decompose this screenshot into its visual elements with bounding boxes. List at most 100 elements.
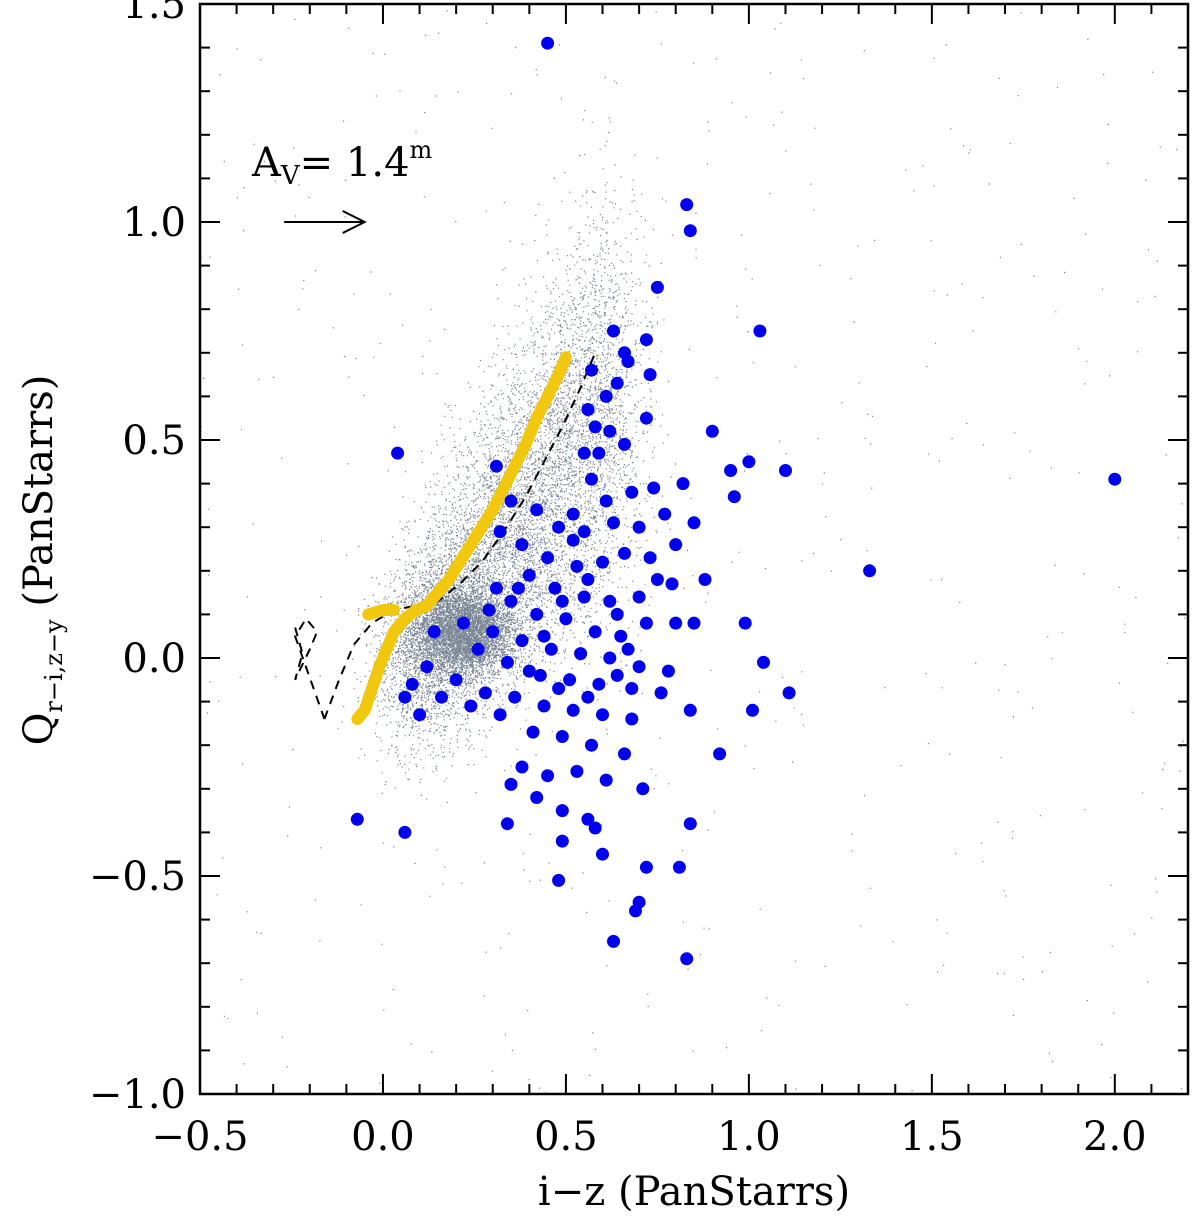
candidate-point [552, 682, 566, 695]
candidate-point [650, 573, 664, 586]
candidate-point [592, 446, 606, 460]
annotation-sup: m [410, 136, 433, 164]
candidate-point [618, 747, 631, 761]
candidate-point [504, 777, 518, 791]
candidate-point [577, 590, 591, 604]
candidate-point [588, 420, 602, 434]
candidate-point [457, 616, 470, 630]
y-tick-label: 0.0 [122, 636, 186, 682]
candidate-point [643, 368, 657, 382]
candidate-point [607, 516, 620, 530]
candidate-point [574, 647, 588, 661]
candidate-point [482, 603, 496, 617]
candidate-point [537, 699, 551, 713]
x-axis: −0.5 0.0 0.5 1.0 1.5 2.0 [151, 4, 1189, 1160]
candidate-point [570, 764, 584, 778]
candidate-point [753, 324, 767, 338]
candidate-points [350, 36, 1122, 966]
y-axis: −1.0 −0.5 0.0 0.5 1.0 1.5 [89, 0, 1188, 1118]
candidate-point [555, 834, 569, 848]
candidate-point [610, 668, 624, 682]
candidate-point [530, 607, 544, 621]
candidate-point [683, 224, 697, 238]
candidate-point [555, 804, 569, 818]
candidate-point [493, 525, 507, 539]
candidate-point [526, 725, 540, 739]
candidate-point [522, 664, 536, 678]
candidate-point [588, 821, 602, 835]
candidate-point [464, 699, 478, 713]
candidate-point [625, 712, 639, 726]
candidate-point [581, 403, 595, 416]
candidate-point [603, 424, 617, 438]
candidate-point [530, 503, 544, 517]
candidate-point [585, 363, 598, 377]
annotation-value: = 1.4 [300, 140, 410, 186]
y-axis-title-sub: r−i,z−y [40, 619, 68, 713]
candidate-point [515, 634, 529, 648]
candidate-point [511, 581, 525, 595]
candidate-point [427, 625, 441, 639]
candidate-point [522, 568, 536, 582]
y-tick-label: −0.5 [89, 854, 186, 900]
candidate-point [555, 730, 569, 743]
sequence-branch-point [387, 604, 400, 616]
candidate-point [599, 773, 613, 787]
candidate-point [621, 642, 635, 656]
candidate-point [632, 590, 646, 604]
candidate-point [632, 660, 646, 674]
candidate-point [566, 507, 580, 521]
candidate-point [530, 791, 544, 804]
x-tick-label: 2.0 [1083, 1114, 1147, 1160]
candidate-point [489, 581, 503, 595]
candidate-point [420, 660, 434, 674]
candidate-point [639, 860, 653, 874]
candidate-point [350, 812, 364, 826]
candidate-point [592, 677, 606, 691]
candidate-point [391, 446, 405, 460]
candidate-point [541, 36, 555, 50]
candidate-point [504, 494, 518, 508]
candidate-point [680, 198, 694, 212]
candidate-point [1108, 472, 1122, 486]
candidate-point [636, 782, 650, 796]
candidate-point [746, 703, 759, 717]
dashed-loop [293, 617, 326, 720]
candidate-point [676, 477, 690, 491]
candidate-point [672, 860, 686, 874]
candidate-point [566, 533, 580, 547]
candidate-point [570, 559, 584, 573]
candidate-point [552, 873, 566, 887]
candidate-point [738, 616, 752, 630]
annotation-label: AV= 1.4m [251, 136, 433, 191]
candidate-point [629, 904, 642, 918]
candidate-point [669, 538, 683, 552]
candidate-point [541, 551, 555, 565]
candidate-point [724, 464, 738, 477]
plot-frame [198, 2, 1190, 1096]
candidate-point [632, 520, 646, 534]
candidate-point [405, 677, 419, 691]
candidate-point [449, 673, 463, 687]
candidate-point [563, 673, 577, 687]
y-axis-title-rest: (PanStarrs) [16, 375, 62, 620]
candidate-point [533, 668, 547, 682]
candidate-point [398, 690, 412, 704]
candidate-point [504, 594, 518, 608]
candidate-point [398, 825, 412, 839]
candidate-point [588, 625, 602, 639]
candidate-point [413, 708, 427, 722]
annotation-sub: V [280, 161, 301, 191]
candidate-point [577, 446, 591, 460]
candidate-point [713, 747, 727, 761]
candidate-point [486, 625, 500, 639]
candidate-point [607, 324, 620, 338]
x-tick-label: 1.0 [717, 1114, 781, 1160]
candidate-point [661, 664, 675, 678]
candidate-point [559, 612, 573, 626]
candidate-point [471, 642, 485, 656]
candidate-point [493, 708, 507, 722]
candidate-point [705, 424, 719, 438]
x-axis-title: i−z (PanStarrs) [538, 1169, 850, 1215]
y-axis-title: Qr−i,z−y (PanStarrs) [16, 375, 68, 746]
